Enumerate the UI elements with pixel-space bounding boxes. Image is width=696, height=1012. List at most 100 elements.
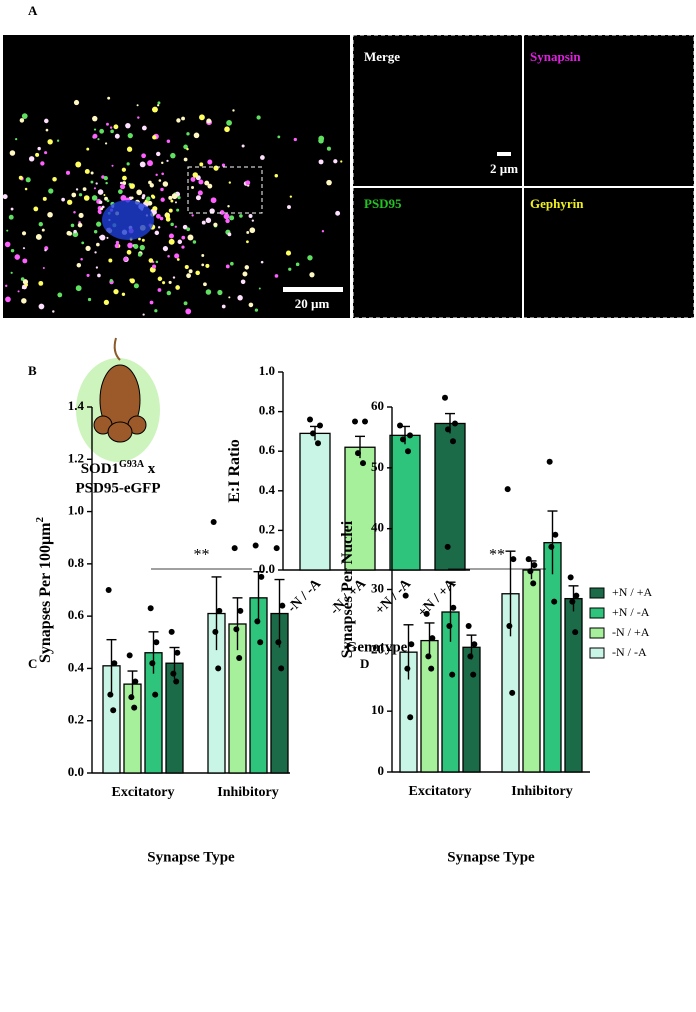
puncta	[258, 287, 261, 290]
puncta	[207, 159, 213, 165]
puncta	[248, 302, 254, 308]
y-tick-label: 1.4	[68, 398, 85, 413]
puncta	[221, 163, 226, 167]
puncta	[224, 126, 230, 133]
puncta	[111, 164, 114, 167]
puncta	[148, 258, 154, 263]
data-point	[445, 426, 451, 433]
data-point	[149, 660, 156, 667]
data-point	[170, 670, 177, 677]
puncta	[129, 183, 135, 189]
puncta	[2, 194, 8, 200]
puncta	[65, 170, 71, 175]
puncta	[121, 167, 127, 172]
puncta	[4, 241, 11, 248]
puncta	[113, 289, 119, 295]
puncta	[197, 190, 203, 196]
legend-label: -N / -A	[612, 645, 647, 659]
puncta	[5, 284, 8, 288]
data-point	[471, 641, 478, 648]
puncta	[127, 132, 133, 139]
puncta	[44, 248, 47, 252]
puncta	[139, 161, 146, 168]
puncta	[167, 254, 170, 258]
bar	[522, 569, 541, 773]
data-point	[546, 458, 553, 465]
data-point	[128, 694, 135, 701]
puncta	[119, 181, 123, 185]
puncta	[100, 207, 103, 211]
data-point	[173, 678, 180, 685]
puncta	[157, 104, 160, 107]
puncta	[109, 279, 113, 283]
data-point	[506, 623, 513, 629]
data-point	[429, 635, 436, 642]
puncta	[230, 261, 234, 266]
puncta	[155, 173, 158, 177]
y-axis-label: E:I Ratio	[226, 439, 243, 503]
puncta	[207, 183, 213, 189]
puncta	[105, 181, 108, 185]
puncta	[205, 217, 212, 224]
puncta	[141, 196, 145, 200]
data-point	[509, 689, 516, 696]
puncta	[151, 264, 157, 269]
data-point	[450, 604, 457, 611]
y-tick-label: 0.4	[259, 482, 276, 497]
puncta	[22, 258, 28, 264]
puncta	[104, 196, 108, 201]
puncta	[123, 256, 128, 262]
mouse-label-sup: G93A	[119, 459, 145, 470]
puncta	[47, 139, 53, 145]
puncta	[45, 128, 49, 132]
puncta	[165, 212, 169, 215]
puncta	[199, 114, 205, 121]
mouse-label: SOD1G93A x	[81, 459, 156, 478]
data-point	[573, 592, 580, 599]
puncta	[137, 252, 142, 257]
puncta	[217, 289, 223, 296]
puncta	[206, 118, 212, 124]
puncta	[147, 160, 153, 167]
puncta	[136, 104, 139, 107]
puncta	[171, 193, 178, 200]
data-point	[425, 653, 432, 660]
y-tick-label: 0.8	[259, 403, 276, 418]
data-point	[467, 653, 474, 660]
data-point	[252, 542, 259, 549]
puncta	[166, 159, 169, 162]
puncta	[83, 195, 90, 201]
puncta	[176, 118, 181, 123]
puncta	[93, 128, 97, 131]
data-point	[310, 430, 316, 437]
puncta	[92, 133, 98, 139]
y-tick-label: 1.0	[68, 503, 84, 518]
zoom-box	[187, 166, 263, 214]
data-point	[428, 665, 435, 672]
inset-label: Synapsin	[530, 49, 581, 64]
data-point	[397, 422, 403, 429]
legend-label: +N / -A	[612, 605, 650, 619]
mouse-label: PSD95-eGFP	[76, 480, 161, 496]
puncta	[287, 205, 291, 210]
puncta	[28, 156, 35, 162]
mouse-label-text: SOD1	[81, 461, 119, 477]
puncta	[293, 137, 297, 142]
puncta	[97, 138, 100, 141]
data-point	[551, 598, 558, 605]
puncta	[141, 153, 146, 159]
puncta	[122, 181, 127, 186]
puncta	[109, 126, 113, 129]
y-tick-label: 0.6	[68, 607, 85, 622]
puncta	[78, 212, 84, 219]
puncta	[168, 195, 173, 200]
puncta	[126, 249, 132, 255]
puncta	[160, 187, 164, 192]
data-point	[530, 580, 537, 587]
data-point	[360, 460, 366, 467]
puncta	[227, 205, 230, 208]
puncta	[10, 248, 15, 253]
puncta	[228, 181, 231, 184]
puncta	[126, 146, 133, 152]
y-tick-label: 1.0	[259, 363, 275, 378]
